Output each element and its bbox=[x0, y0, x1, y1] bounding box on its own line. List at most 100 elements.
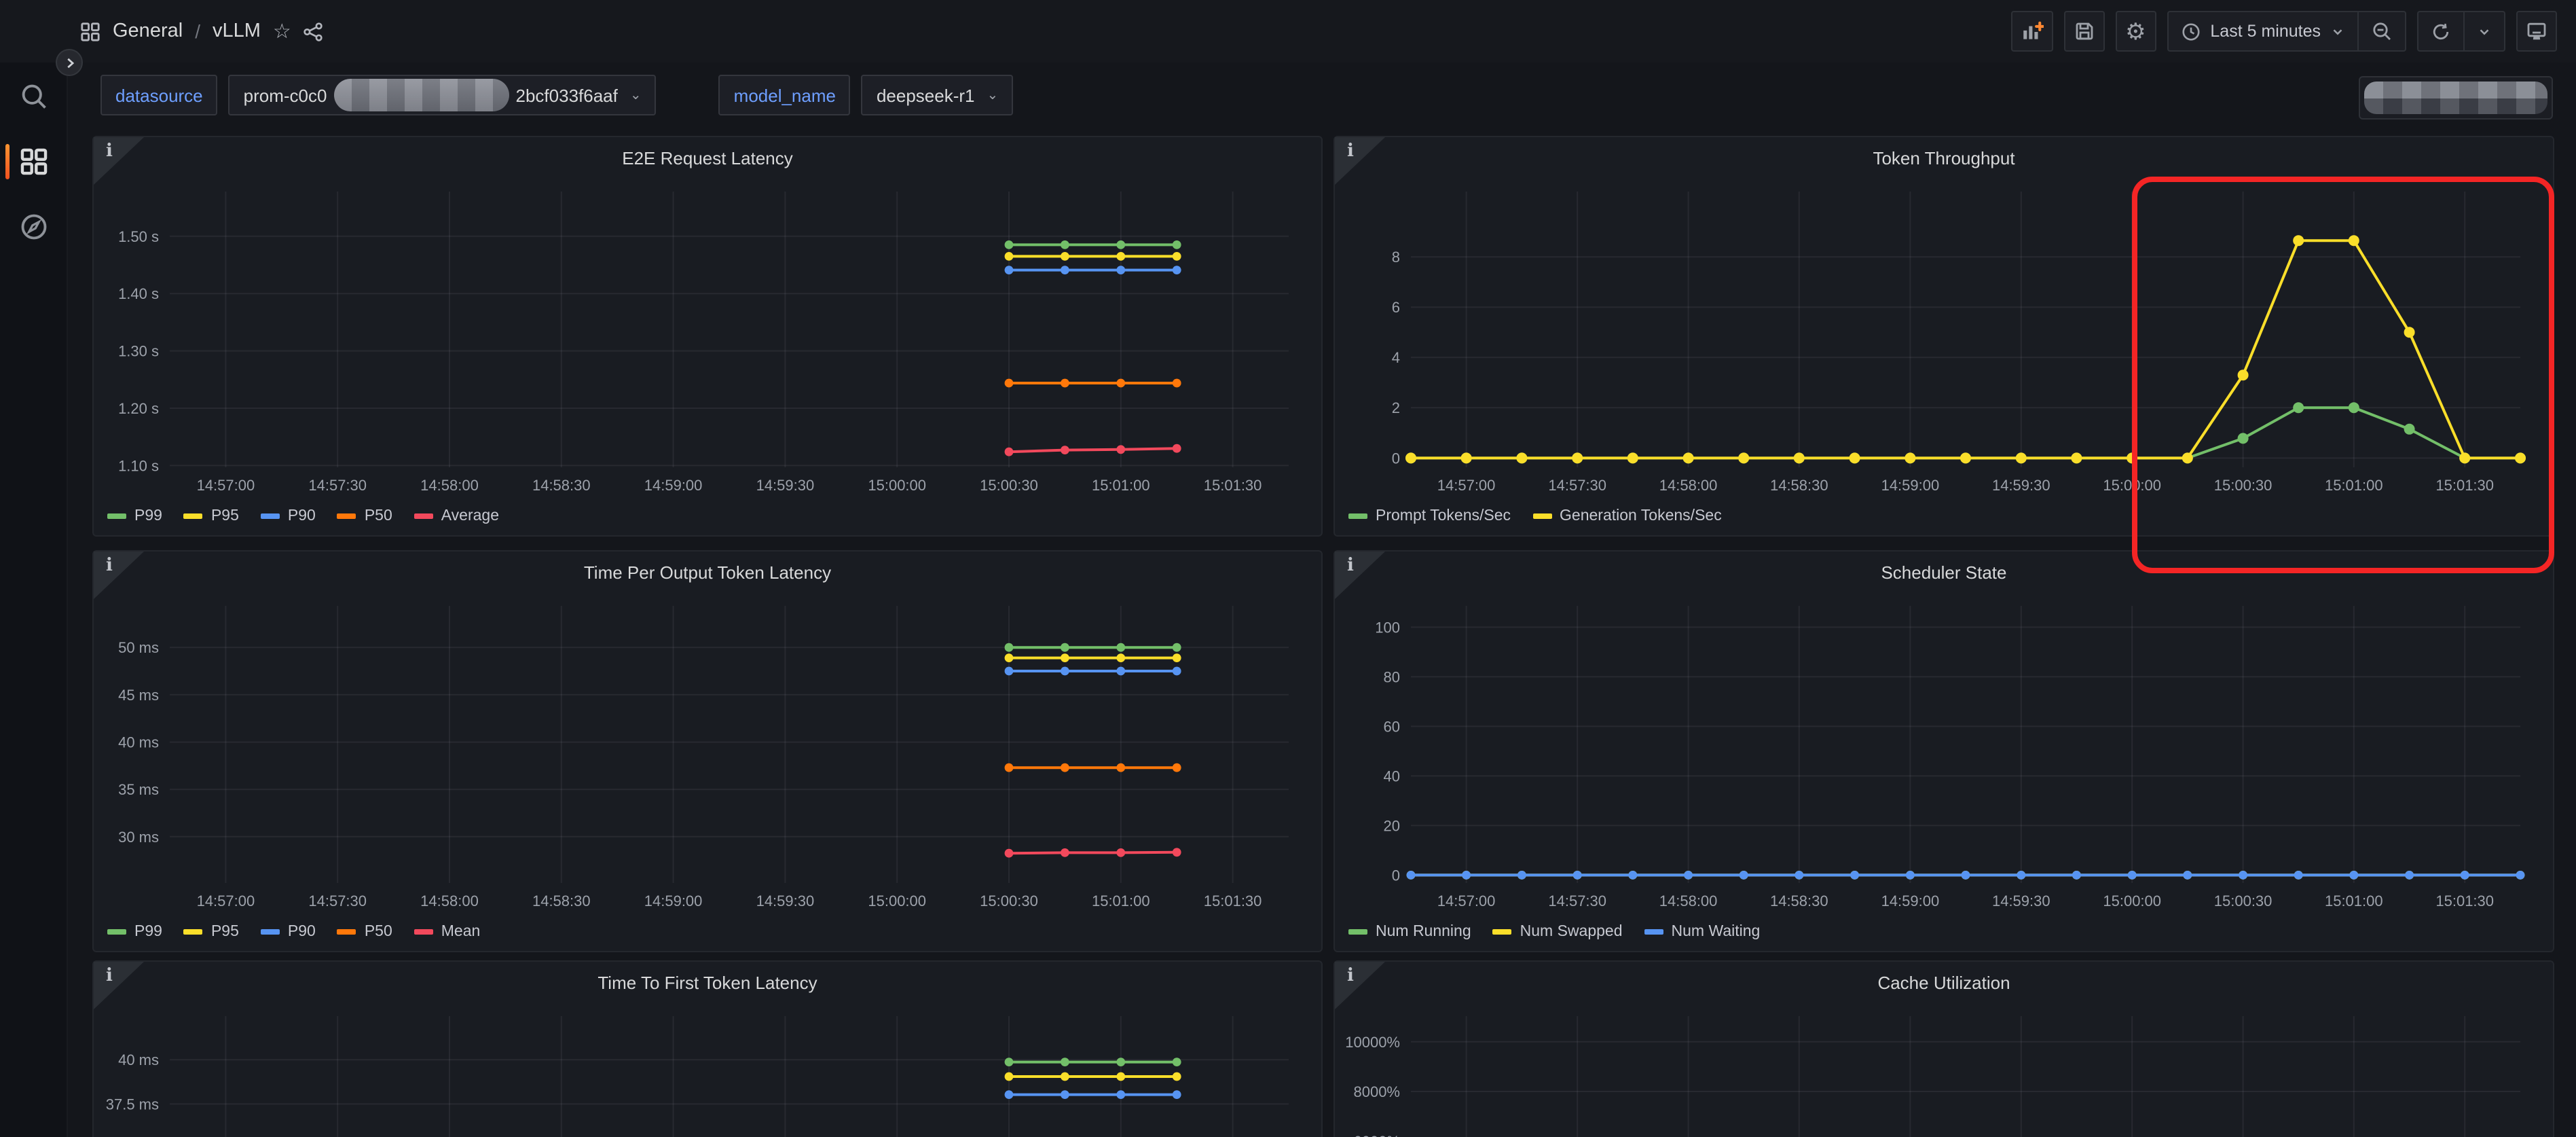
chevron-down-icon: ⌄ bbox=[630, 88, 642, 103]
svg-text:14:58:30: 14:58:30 bbox=[1770, 477, 1828, 494]
svg-text:14:57:00: 14:57:00 bbox=[197, 477, 255, 494]
legend-item[interactable]: Average bbox=[414, 508, 499, 524]
legend-item[interactable]: P99 bbox=[107, 924, 162, 940]
model-name-variable-label[interactable]: model_name bbox=[719, 75, 851, 115]
legend-item[interactable]: Generation Tokens/Sec bbox=[1532, 508, 1722, 524]
legend-item[interactable]: Mean bbox=[414, 924, 481, 940]
panel-title[interactable]: E2E Request Latency bbox=[94, 148, 1321, 168]
share-icon[interactable] bbox=[303, 21, 324, 41]
refresh-button[interactable] bbox=[2418, 12, 2463, 50]
svg-text:14:58:00: 14:58:00 bbox=[1659, 477, 1718, 494]
legend-color-chip bbox=[107, 513, 126, 519]
datasource-variable-value[interactable]: prom-c0c0 2bcf033f6aaf ⌄ bbox=[229, 75, 657, 115]
svg-text:6000%: 6000% bbox=[1353, 1133, 1400, 1137]
svg-text:15:01:00: 15:01:00 bbox=[2325, 892, 2383, 909]
info-icon: i bbox=[106, 966, 113, 986]
svg-text:14:58:30: 14:58:30 bbox=[532, 892, 591, 909]
panel-cache-utilization: i Cache Utilization 14:57:0014:57:3014:5… bbox=[1333, 960, 2554, 1137]
legend-item[interactable]: P90 bbox=[261, 508, 316, 524]
chevron-down-icon bbox=[2477, 24, 2492, 39]
svg-text:15:00:30: 15:00:30 bbox=[980, 892, 1038, 909]
legend-item[interactable]: Num Swapped bbox=[1493, 924, 1623, 940]
panel-time-per-output-token-latency: i Time Per Output Token Latency 14:57:00… bbox=[92, 550, 1323, 952]
svg-text:15:00:30: 15:00:30 bbox=[2214, 892, 2273, 909]
time-picker-group: Last 5 minutes bbox=[2167, 11, 2406, 52]
sidebar-expand-button[interactable] bbox=[56, 49, 83, 76]
panel-title[interactable]: Time Per Output Token Latency bbox=[94, 562, 1321, 583]
svg-text:40 ms: 40 ms bbox=[118, 734, 159, 751]
panel-title[interactable]: Scheduler State bbox=[1335, 562, 2553, 583]
active-section-indicator bbox=[5, 144, 10, 179]
panel-title[interactable]: Time To First Token Latency bbox=[94, 973, 1321, 993]
panel-title[interactable]: Cache Utilization bbox=[1335, 973, 2553, 993]
svg-text:15:00:00: 15:00:00 bbox=[868, 892, 926, 909]
svg-text:14:58:00: 14:58:00 bbox=[420, 477, 479, 494]
datasource-variable-label[interactable]: datasource bbox=[100, 75, 218, 115]
refresh-interval-dropdown[interactable] bbox=[2463, 12, 2504, 50]
sidebar-item-explore[interactable] bbox=[19, 212, 49, 242]
sidebar-item-dashboards[interactable] bbox=[19, 147, 49, 177]
legend-item[interactable]: Num Running bbox=[1348, 924, 1471, 940]
model-name-variable-value[interactable]: deepseek-r1 ⌄ bbox=[862, 75, 1013, 115]
search-icon[interactable] bbox=[19, 82, 49, 111]
svg-text:14:57:30: 14:57:30 bbox=[1548, 892, 1606, 909]
legend-item[interactable]: P90 bbox=[261, 924, 316, 940]
legend-item[interactable]: P95 bbox=[184, 924, 239, 940]
clock-icon bbox=[2180, 21, 2201, 41]
legend-color-chip bbox=[1493, 929, 1512, 935]
legend-item[interactable]: P95 bbox=[184, 508, 239, 524]
legend-color-chip bbox=[261, 929, 280, 935]
time-range-picker[interactable]: Last 5 minutes bbox=[2168, 12, 2357, 50]
legend-item[interactable]: Num Waiting bbox=[1644, 924, 1761, 940]
dashboards-grid-icon[interactable] bbox=[80, 21, 100, 41]
grafana-dashboard: General / vLLM ☆ bbox=[0, 0, 2576, 1137]
svg-text:14:59:00: 14:59:00 bbox=[644, 892, 703, 909]
panel-time-to-first-token-latency: i Time To First Token Latency 14:57:0014… bbox=[92, 960, 1323, 1137]
chart-e2e-request-latency[interactable]: 14:57:0014:57:3014:58:0014:58:3014:59:00… bbox=[94, 137, 1321, 535]
left-sidebar bbox=[0, 0, 68, 1137]
chart-scheduler-state[interactable]: 14:57:0014:57:3014:58:0014:58:3014:59:00… bbox=[1335, 552, 2553, 951]
redacted-control[interactable] bbox=[2359, 76, 2553, 120]
info-icon: i bbox=[106, 141, 113, 162]
svg-text:14:58:30: 14:58:30 bbox=[1770, 892, 1828, 909]
svg-text:14:58:00: 14:58:00 bbox=[1659, 892, 1718, 909]
star-favorite-icon[interactable]: ☆ bbox=[273, 21, 291, 41]
svg-text:15:01:00: 15:01:00 bbox=[1092, 892, 1150, 909]
svg-text:1.40 s: 1.40 s bbox=[118, 285, 159, 302]
legend-label: P99 bbox=[134, 924, 162, 940]
legend: P99 P95 P90 P50 Mean bbox=[107, 924, 480, 940]
panel-title[interactable]: Token Throughput bbox=[1335, 148, 2553, 168]
svg-text:1.20 s: 1.20 s bbox=[118, 400, 159, 417]
legend-item[interactable]: Prompt Tokens/Sec bbox=[1348, 508, 1511, 524]
legend-item[interactable]: P50 bbox=[337, 924, 392, 940]
svg-text:15:00:30: 15:00:30 bbox=[980, 477, 1038, 494]
svg-text:10000%: 10000% bbox=[1345, 1034, 1400, 1051]
svg-text:15:00:00: 15:00:00 bbox=[2103, 477, 2161, 494]
legend-color-chip bbox=[1348, 929, 1367, 935]
legend-item[interactable]: P99 bbox=[107, 508, 162, 524]
kiosk-mode-button[interactable] bbox=[2516, 11, 2557, 52]
svg-text:14:57:00: 14:57:00 bbox=[197, 892, 255, 909]
save-dashboard-button[interactable] bbox=[2063, 11, 2104, 52]
chart-token-throughput[interactable]: 14:57:0014:57:3014:58:0014:58:3014:59:00… bbox=[1335, 137, 2553, 535]
svg-text:60: 60 bbox=[1384, 718, 1400, 735]
zoom-out-button[interactable] bbox=[2357, 12, 2405, 50]
dashboard-toolbar: ⚙ Last 5 minutes bbox=[2010, 11, 2557, 52]
legend-color-chip bbox=[184, 929, 203, 935]
legend-label: P90 bbox=[288, 508, 316, 524]
legend-color-chip bbox=[184, 513, 203, 519]
legend-item[interactable]: P50 bbox=[337, 508, 392, 524]
redacted-blur-patch bbox=[334, 79, 509, 111]
datasource-value-prefix: prom-c0c0 bbox=[244, 85, 327, 105]
breadcrumb-section[interactable]: General bbox=[113, 20, 183, 42]
chevron-down-icon: ⌄ bbox=[987, 88, 999, 103]
svg-text:2: 2 bbox=[1392, 399, 1400, 416]
add-panel-button[interactable] bbox=[2010, 11, 2053, 52]
chart-time-per-output-token[interactable]: 14:57:0014:57:3014:58:0014:58:3014:59:00… bbox=[94, 552, 1321, 951]
dashboard-settings-button[interactable]: ⚙ bbox=[2115, 11, 2156, 52]
svg-text:35 ms: 35 ms bbox=[118, 781, 159, 798]
legend-label: P50 bbox=[365, 924, 392, 940]
breadcrumb-page[interactable]: vLLM bbox=[213, 20, 261, 42]
legend-label: Prompt Tokens/Sec bbox=[1376, 508, 1511, 524]
panel-token-throughput: i Token Throughput 14:57:0014:57:3014:58… bbox=[1333, 136, 2554, 537]
